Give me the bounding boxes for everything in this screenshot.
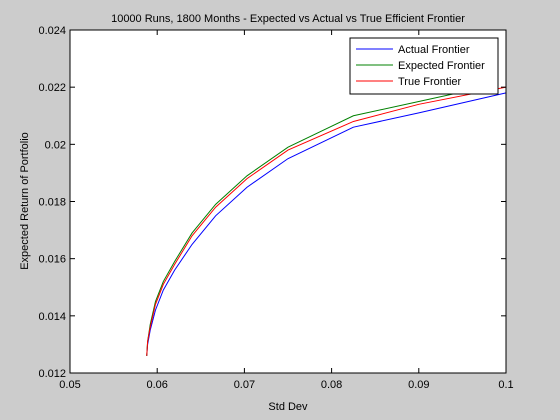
x-tick-label: 0.05 <box>59 379 80 391</box>
legend-entries: Actual Frontier Expected Frontier True Fro… <box>356 44 485 88</box>
x-tick-label: 0.07 <box>234 379 255 391</box>
chart-title: 10000 Runs, 1800 Months - Expected vs Ac… <box>111 13 465 25</box>
y-tick-label: 0.024 <box>38 25 66 37</box>
x-axis-label: Std Dev <box>268 401 308 413</box>
y-tick-label: 0.014 <box>38 311 66 323</box>
legend: Actual Frontier Expected Frontier True Fro… <box>349 37 499 95</box>
legend-label-actual-frontier: Actual Frontier <box>398 44 470 56</box>
x-tick-label: 0.08 <box>321 379 342 391</box>
y-tick-label: 0.02 <box>45 139 66 151</box>
tick-layer: 0.05 0.06 0.07 0.08 0.09 0.1 0.012 0.014 0.016 0.… <box>38 25 513 391</box>
y-axis-label: Expected Return of Portfolio <box>19 132 31 270</box>
y-tick-label: 0.012 <box>38 368 66 380</box>
series-layer <box>146 83 507 356</box>
series-line-true-frontier <box>146 86 507 356</box>
legend-box <box>349 37 499 95</box>
x-tick-label: 0.06 <box>146 379 167 391</box>
x-tick-label: 0.1 <box>498 379 513 391</box>
x-tick-label: 0.09 <box>408 379 429 391</box>
legend-label-true-frontier: True Frontier <box>398 76 462 88</box>
series-line-expected-frontier <box>146 83 498 356</box>
y-tick-label: 0.018 <box>38 197 66 209</box>
legend-label-expected-frontier: Expected Frontier <box>398 60 485 72</box>
series-line-actual-frontier <box>146 92 507 356</box>
y-tick-label: 0.022 <box>38 82 66 94</box>
y-tick-label: 0.016 <box>38 254 66 266</box>
